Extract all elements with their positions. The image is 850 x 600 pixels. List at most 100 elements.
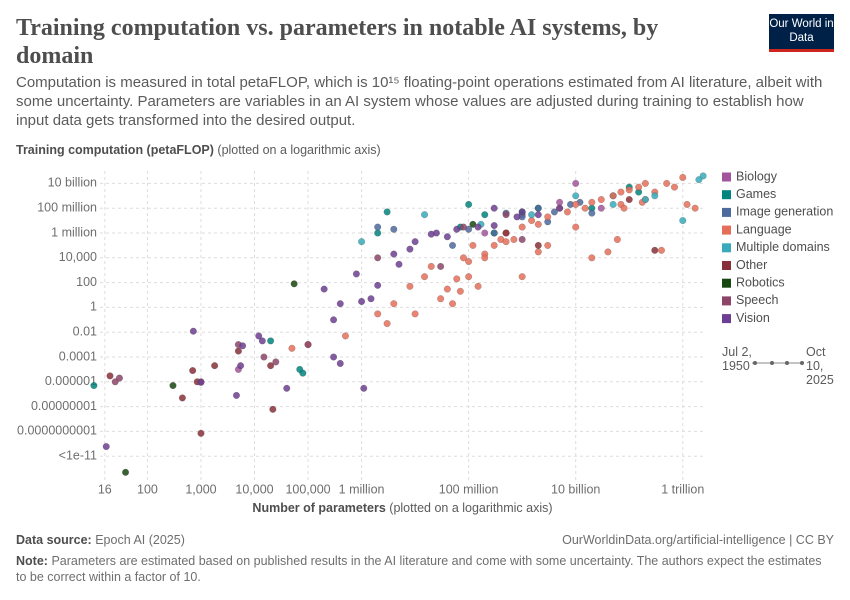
point <box>528 211 536 219</box>
point <box>411 310 419 318</box>
point <box>178 394 186 402</box>
point <box>330 353 338 361</box>
point <box>597 195 605 204</box>
point <box>336 359 344 368</box>
note: Note: Parameters are estimated based on … <box>16 553 826 585</box>
point <box>563 208 571 216</box>
point <box>390 250 398 258</box>
point <box>336 300 344 308</box>
point <box>588 209 596 217</box>
point <box>609 200 617 209</box>
point <box>406 245 414 253</box>
point <box>358 238 366 246</box>
y-label-note: (plotted on a logarithmic axis) <box>217 143 381 157</box>
point <box>304 341 312 349</box>
point <box>588 198 596 206</box>
point <box>390 225 398 233</box>
point <box>481 211 489 219</box>
point <box>617 188 625 196</box>
point <box>239 342 247 350</box>
point <box>556 198 564 206</box>
legend-swatch <box>722 225 731 235</box>
url[interactable]: OurWorldinData.org/artificial-intelligen… <box>562 533 834 547</box>
point <box>374 310 382 318</box>
y-tick-label: 100 <box>76 275 97 289</box>
point <box>255 332 263 340</box>
point <box>260 353 268 361</box>
y-tick-label: 0.01 <box>73 324 97 338</box>
point <box>490 229 498 237</box>
timeline-handle <box>753 361 757 365</box>
point <box>258 337 266 345</box>
point <box>670 183 679 191</box>
point <box>683 200 691 209</box>
point <box>572 179 580 187</box>
point <box>490 241 498 249</box>
point <box>604 248 612 256</box>
timeline-end[interactable]: Oct 10, 2025 <box>806 345 834 387</box>
point <box>572 192 580 200</box>
point <box>528 217 536 225</box>
point <box>474 282 482 290</box>
point <box>189 327 197 335</box>
y-axis-label: Training computation (petaFLOP) (plotted… <box>16 143 381 157</box>
point <box>534 220 542 228</box>
point <box>695 176 703 184</box>
x-tick-label: 1 million <box>339 482 385 496</box>
legend-swatch <box>722 172 731 182</box>
point <box>106 372 114 380</box>
y-tick-label: 0.000001 <box>45 374 97 388</box>
y-tick-label: 0.00000001 <box>31 399 97 413</box>
point <box>406 282 414 290</box>
point <box>267 337 275 345</box>
point <box>111 378 119 386</box>
point <box>121 468 130 476</box>
point <box>572 223 580 231</box>
point <box>283 384 291 392</box>
point <box>465 273 473 281</box>
point <box>556 204 564 212</box>
point <box>197 378 205 386</box>
point <box>420 273 429 281</box>
point <box>581 204 589 212</box>
legend-swatch <box>722 278 731 288</box>
y-tick-label: 0.0000000001 <box>17 424 97 438</box>
point <box>518 208 526 216</box>
legend-swatch <box>722 261 731 270</box>
point <box>383 319 391 328</box>
point <box>211 362 219 370</box>
x-tick-label: 1 trillion <box>661 482 704 496</box>
legend-label: Language <box>736 222 792 236</box>
legend-label: Speech <box>736 293 778 307</box>
legend-label: Games <box>736 187 776 201</box>
point <box>90 381 98 390</box>
x-label: Number of parameters <box>252 501 386 515</box>
point <box>588 254 596 262</box>
point <box>625 186 633 194</box>
source-text: Epoch AI (2025) <box>95 533 185 547</box>
chart-title: Training computation vs. parameters in n… <box>16 15 659 69</box>
y-tick-label: 100 million <box>37 200 97 214</box>
point <box>169 381 177 390</box>
point <box>290 280 298 288</box>
point <box>513 213 521 221</box>
legend-label: Robotics <box>736 275 785 289</box>
point <box>437 295 445 303</box>
point <box>267 362 275 370</box>
point <box>534 204 542 212</box>
x-tick-label: 100 million <box>439 482 499 496</box>
point <box>534 248 542 256</box>
point <box>272 358 280 366</box>
timeline-start[interactable]: Jul 2, 1950 <box>722 345 752 373</box>
y-tick-label: 0.0001 <box>59 349 97 363</box>
point <box>679 173 687 182</box>
legend-label: Other <box>736 258 767 272</box>
point <box>641 179 649 187</box>
y-tick-label: <1e-11 <box>59 448 97 462</box>
point <box>641 195 649 204</box>
point <box>502 238 510 246</box>
point <box>544 213 552 221</box>
point <box>443 233 451 241</box>
point <box>502 211 510 219</box>
logo[interactable]: Our World in Data <box>769 14 834 52</box>
